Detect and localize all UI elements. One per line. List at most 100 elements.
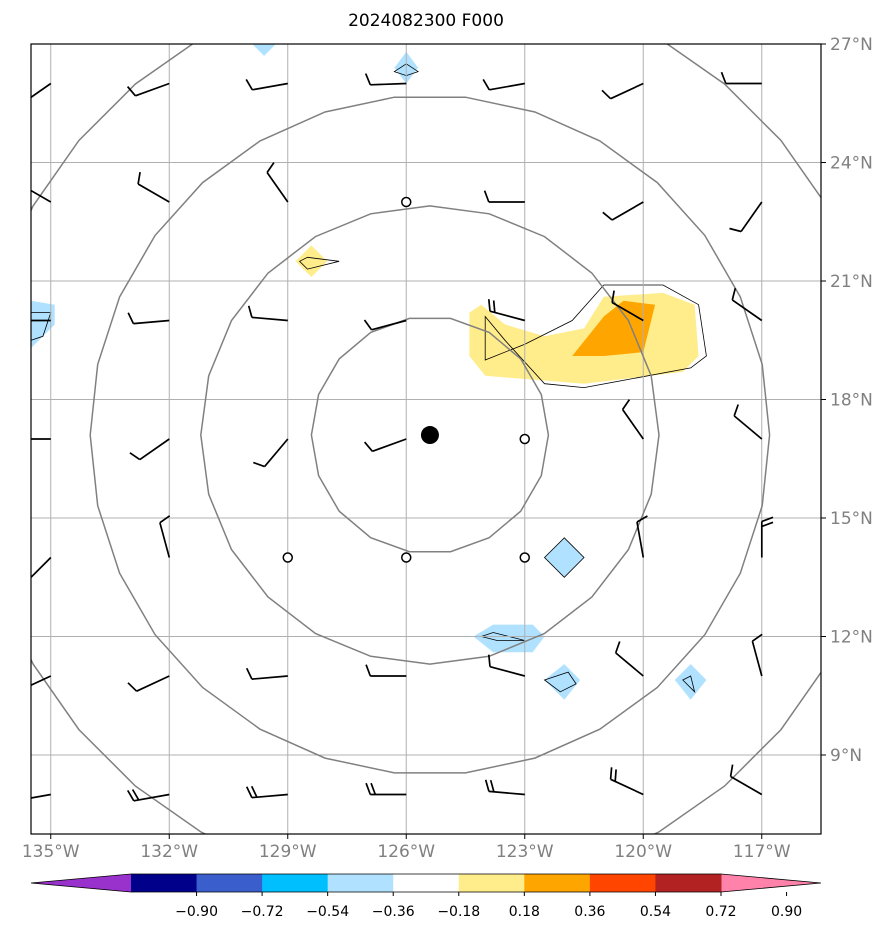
wind-barb-16 (363, 319, 407, 331)
range-ring-2 (89, 96, 771, 774)
wind-barb-41 (484, 779, 525, 796)
wind-barb-4 (482, 78, 525, 91)
wind-barb-32 (245, 667, 288, 680)
colorbar-tick-label: −0.18 (437, 904, 480, 920)
wind-barb-21 (129, 438, 170, 461)
x-tick-label: 117°W (733, 842, 791, 862)
shaded-field (31, 44, 707, 700)
colorbar-segment-6 (524, 874, 591, 892)
wind-barb-19 (731, 287, 763, 322)
colorbar-segment-4 (393, 874, 460, 892)
colorbar: −0.90 −0.72 −0.54 −0.36 −0.18 0.18 0.36 0.54 0.7… (30, 873, 822, 920)
map-plot-area (31, 44, 821, 834)
wind-barb-0 (31, 82, 52, 99)
wind-barb-27 (159, 515, 171, 558)
wind-barb-2 (245, 78, 288, 91)
colorbar-segment-5 (458, 874, 525, 892)
shaded-region-6 (544, 537, 584, 578)
colorbar-tick-label: 0.36 (574, 904, 605, 920)
wind-barb-10 (483, 190, 525, 203)
colorbar-extend-low (31, 874, 131, 892)
wind-barbs (31, 71, 774, 802)
wind-barb-42 (609, 767, 644, 796)
calm-marker-2 (282, 552, 293, 563)
colorbar-tick-label: 0.54 (640, 904, 671, 920)
calm-marker-4 (519, 552, 530, 563)
wind-barb-5 (601, 82, 644, 100)
wind-barb-1 (126, 82, 170, 97)
colorbar-tick-label: 0.72 (705, 904, 736, 920)
colorbar-segment-8 (655, 874, 722, 892)
contour-line-6 (682, 675, 696, 694)
wind-barb-24 (621, 399, 644, 440)
wind-barb-35 (614, 641, 644, 677)
wind-barb-28 (636, 515, 648, 558)
colorbar-tick-label: −0.54 (306, 904, 349, 920)
x-tick-label: 132°W (140, 842, 198, 862)
calm-wind-markers (282, 196, 530, 563)
y-tick-label: 15°N (830, 509, 873, 529)
y-tick-label: 27°N (830, 35, 873, 55)
wind-barb-26 (31, 556, 52, 579)
calm-marker-1 (519, 433, 530, 445)
colorbar-segment-1 (196, 874, 263, 892)
wind-barb-8 (137, 171, 170, 203)
x-tick-label: 129°W (259, 842, 317, 862)
colorbar-segment-3 (327, 874, 394, 892)
wind-barb-13 (31, 319, 51, 322)
wind-barb-25 (733, 404, 763, 440)
wind-barb-34 (487, 654, 526, 677)
range-rings (31, 44, 821, 834)
wind-barb-30 (31, 675, 52, 687)
wind-barb-43 (729, 764, 763, 796)
contour-line-3 (543, 537, 585, 578)
x-tick-label: 120°W (614, 842, 672, 862)
wind-barb-3 (364, 73, 407, 86)
calm-marker-0 (401, 196, 412, 208)
wind-barb-29 (760, 516, 774, 558)
range-ring-0 (310, 317, 550, 553)
wind-barb-9 (266, 162, 289, 203)
wind-barb-18 (611, 290, 644, 322)
colorbar-segment-2 (262, 874, 329, 892)
wind-barb-36 (751, 633, 763, 677)
colorbar-tick-label: 0.18 (509, 904, 540, 920)
shaded-region-2 (295, 245, 328, 277)
colorbar-outline (30, 873, 822, 893)
shaded-region-7 (473, 624, 545, 653)
x-tick-label: 126°W (377, 842, 435, 862)
wind-barb-39 (245, 785, 288, 799)
wind-barb-38 (126, 789, 170, 802)
wind-barb-22 (253, 438, 289, 468)
wind-barb-17 (487, 299, 526, 322)
shaded-region-4 (252, 44, 276, 56)
colorbar-segment-0 (131, 874, 198, 892)
shaded-region-9 (674, 664, 707, 700)
colorbar-tick-label: 0.90 (771, 904, 802, 920)
chart-title: 2024082300 F000 (348, 11, 504, 31)
wind-barb-15 (247, 305, 288, 322)
y-tick-label: 21°N (830, 272, 873, 292)
wind-barb-31 (127, 675, 170, 692)
wind-barb-11 (602, 201, 644, 221)
x-tick-label: 135°W (22, 842, 80, 862)
shaded-region-8 (544, 664, 581, 700)
colorbar-tick-label: −0.36 (372, 904, 415, 920)
map-frame (30, 43, 822, 835)
x-axis-ticks: 135°W 132°W 129°W 126°W 123°W 120°W 117°W (22, 834, 791, 862)
y-tick-label: 24°N (830, 154, 873, 174)
wind-barb-40 (365, 782, 407, 796)
y-tick-label: 12°N (830, 628, 873, 648)
y-tick-label: 9°N (830, 746, 862, 766)
wind-barb-7 (31, 189, 52, 203)
y-axis-ticks: 9°N 12°N 15°N 18°N 21°N 24°N 27°N (821, 35, 873, 766)
wind-barb-23 (363, 438, 407, 453)
wind-barb-37 (31, 793, 51, 799)
colorbar-segment-7 (589, 874, 656, 892)
contour-line-1 (298, 256, 340, 270)
wind-barb-33 (365, 664, 407, 677)
colorbar-extend-high (721, 874, 821, 892)
x-tick-label: 123°W (496, 842, 554, 862)
colorbar-tick-label: −0.90 (175, 904, 218, 920)
